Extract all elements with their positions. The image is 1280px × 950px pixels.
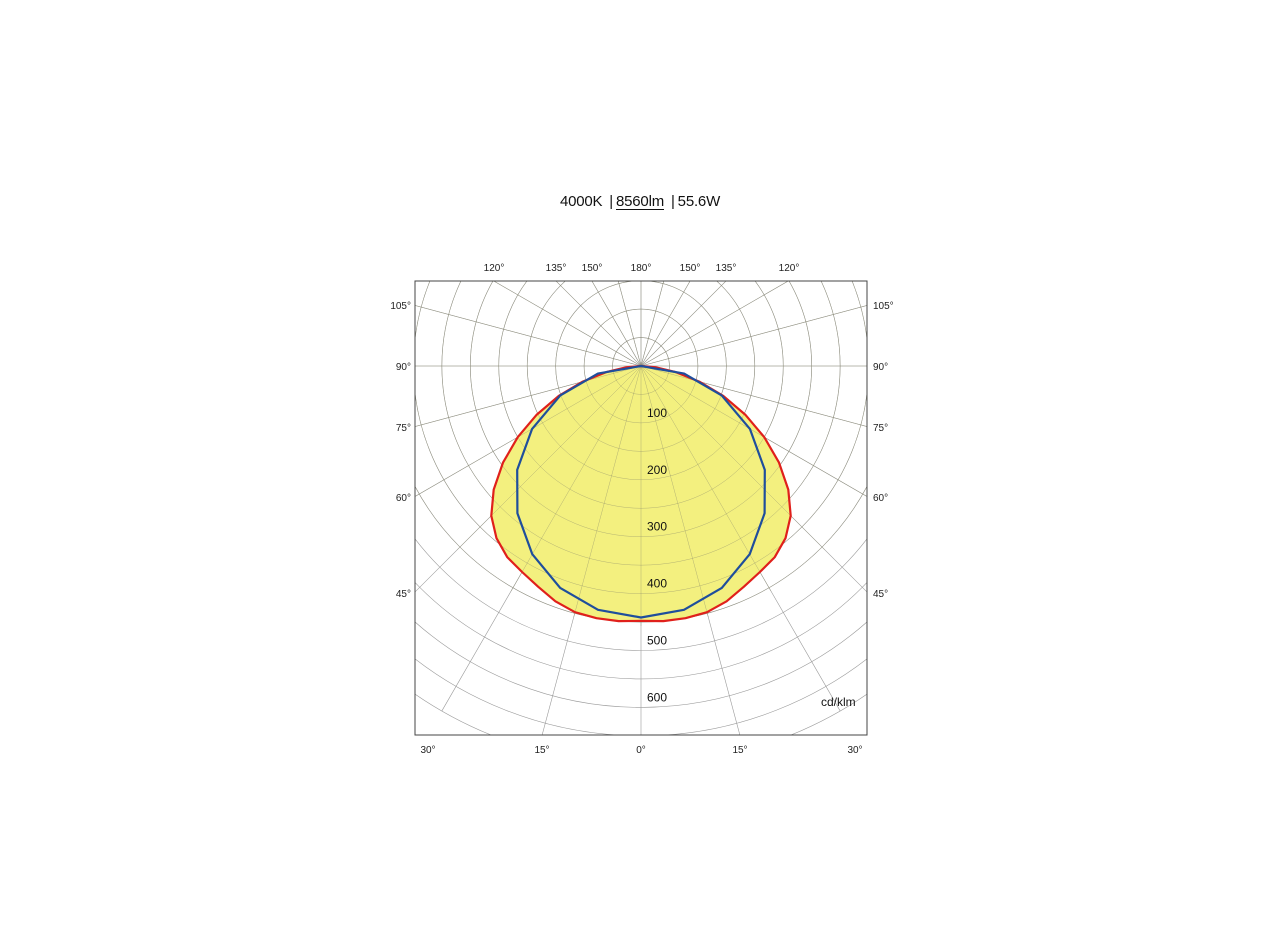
series-curve-blue (516, 364, 766, 619)
right-angle-label: 45° (873, 589, 888, 600)
grid-spoke-overlay (591, 281, 642, 367)
top-angle-label: 135° (716, 263, 737, 274)
top-angle-label: 135° (546, 263, 567, 274)
grid-spoke-overlay (640, 305, 867, 367)
title-separator: | (670, 193, 675, 210)
grid-spoke-overlay (640, 365, 709, 618)
power-value: 55.6W (677, 193, 721, 210)
title-separator: | (609, 193, 613, 210)
grid-spoke-overlay (617, 281, 642, 367)
radial-tick-label: 300 (647, 520, 667, 534)
radial-tick-label: 100 (647, 406, 667, 420)
grid-spoke-overlay (640, 365, 867, 427)
grid-spoke-overlay (640, 281, 691, 367)
bottom-angle-label: 30° (847, 745, 862, 756)
radial-tick-label: 400 (647, 577, 667, 591)
grid-spoke-overlay (415, 305, 642, 367)
grid-spoke-overlay (640, 365, 867, 497)
cct-value: 4000K (559, 193, 603, 210)
left-angle-label: 105° (390, 301, 411, 312)
right-angle-label: 60° (873, 493, 888, 504)
grid-spoke-overlay (555, 281, 642, 367)
bottom-angle-label: 15° (732, 745, 747, 756)
grid-spoke-overlay (640, 281, 727, 367)
grid-spoke-overlay (640, 281, 789, 367)
top-angle-label: 150° (582, 263, 603, 274)
bottom-angle-label: 30° (420, 745, 435, 756)
right-angle-label: 90° (873, 362, 888, 373)
right-angle-label: 75° (873, 423, 888, 434)
left-angle-label: 45° (396, 589, 411, 600)
left-angle-label: 60° (396, 493, 411, 504)
bottom-angle-label: 0° (636, 745, 646, 756)
bottom-angle-label: 15° (534, 745, 549, 756)
grid-spoke-overlay (415, 365, 642, 427)
axis-labels: 100 200 300 400 500 600 cd/klm 120° 135° 150° 180°… (390, 263, 893, 756)
flux-value: 8560lm (616, 193, 664, 210)
right-angle-label: 105° (873, 301, 894, 312)
left-angle-label: 75° (396, 423, 411, 434)
grid-spoke-overlay (456, 365, 642, 551)
radial-tick-label: 500 (647, 634, 667, 648)
grid-spoke-overlay (573, 365, 642, 618)
grid-spoke-overlay (640, 281, 665, 367)
grid-spoke-overlay (640, 365, 826, 551)
plot-frame (414, 280, 868, 736)
top-angle-label: 150° (680, 263, 701, 274)
radial-tick-label: 600 (647, 690, 667, 704)
series-curve-red (490, 364, 792, 623)
unit-label: cd/klm (821, 695, 856, 709)
top-angle-label: 120° (484, 263, 505, 274)
grid-spoke-overlay (415, 365, 642, 497)
top-angle-label: 120° (779, 263, 800, 274)
plot-area (415, 281, 867, 626)
left-angle-label: 90° (396, 362, 411, 373)
chart-title: 4000K | 8560lm | 55.6W (0, 193, 1280, 210)
radial-tick-label: 200 (647, 463, 667, 477)
grid-spoke-overlay (493, 281, 642, 367)
top-angle-label: 180° (631, 263, 652, 274)
